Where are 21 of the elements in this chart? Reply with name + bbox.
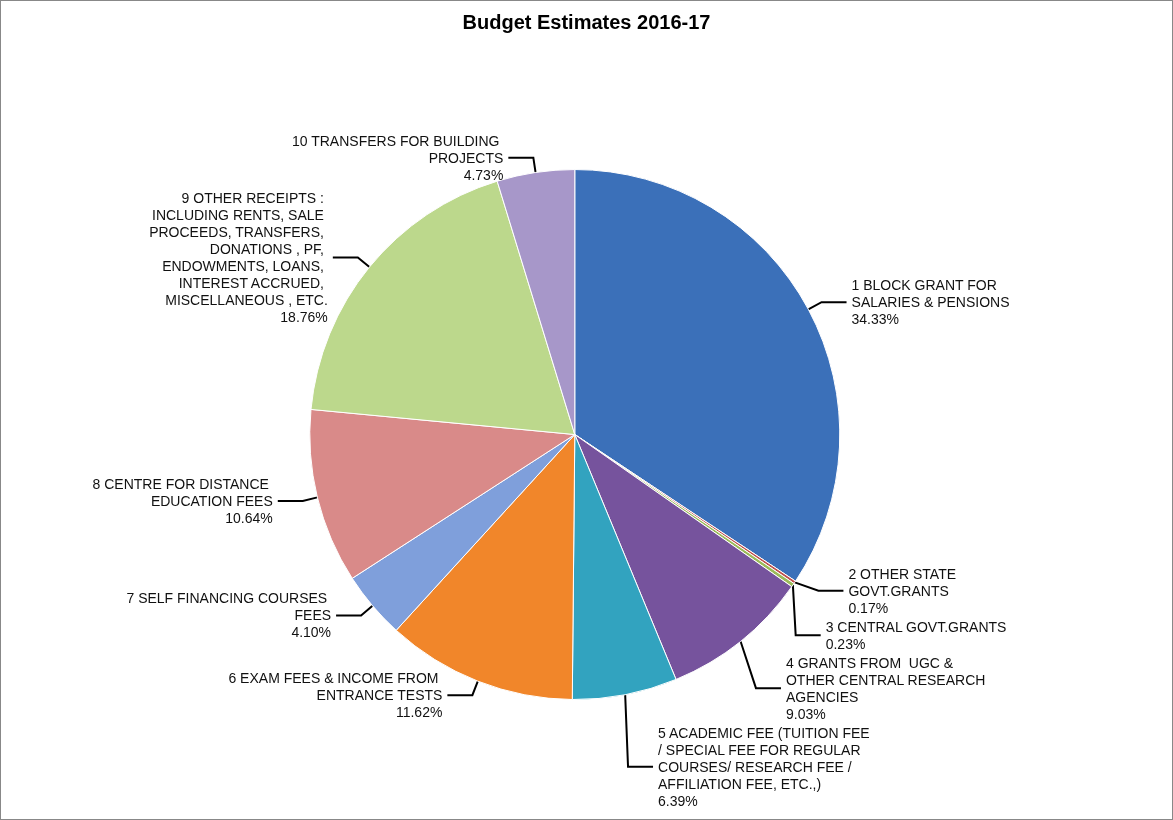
data-label: 10.64% [225, 509, 273, 526]
slice-label: 10 TRANSFERS FOR BUILDING PROJECTS [291, 132, 504, 166]
slice-label: 3 CENTRAL GOVT.GRANTS [825, 618, 1007, 635]
data-label: 6.39% [658, 792, 698, 809]
slice-label: 8 CENTRE FOR DISTANCE EDUCATION FEES [92, 475, 273, 509]
data-label: 0.17% [848, 599, 889, 616]
slice-label: 1 BLOCK GRANT FOR SALARIES & PENSIONS [851, 277, 1010, 311]
data-label: 11.62% [395, 704, 443, 721]
data-label: 34.33% [851, 311, 900, 328]
data-label: 18.76% [280, 309, 328, 326]
slice-label: 7 SELF FINANCING COURSES FEES [126, 590, 332, 624]
slice-label: 5 ACADEMIC FEE (TUITION FEE/ SPECIAL FEE FOR REGULAR COURSES/ RESEARCH FEE / AFFILIATION FEE, ETC.,) [658, 724, 870, 792]
chart-title: Budget Estimates 2016-17 [462, 11, 711, 33]
data-label: 4.73% [463, 166, 504, 183]
slice-label: 9 OTHER RECEIPTS : INCLUDING RENTS, SALE PROCEEDS, TRANSFERS, DONATIONS , PF, ENDOWMENTS, LOANS, INTEREST ACCRUED, MISCELLANEOUS , ETC. [149, 190, 328, 309]
data-label: 4.10% [291, 624, 332, 641]
data-label: 9.03% [785, 705, 826, 722]
slice-label: 2 OTHER STATE GOVT.GRANTS [848, 565, 960, 599]
slice-label: 6 EXAM FEES & INCOME FROM ENTRANCE TESTS [228, 670, 443, 704]
slice-label: 4 GRANTS FROM UGC & OTHER CENTRAL RESEARCH AGENCIES [785, 654, 990, 705]
data-label: 0.23% [825, 635, 866, 652]
